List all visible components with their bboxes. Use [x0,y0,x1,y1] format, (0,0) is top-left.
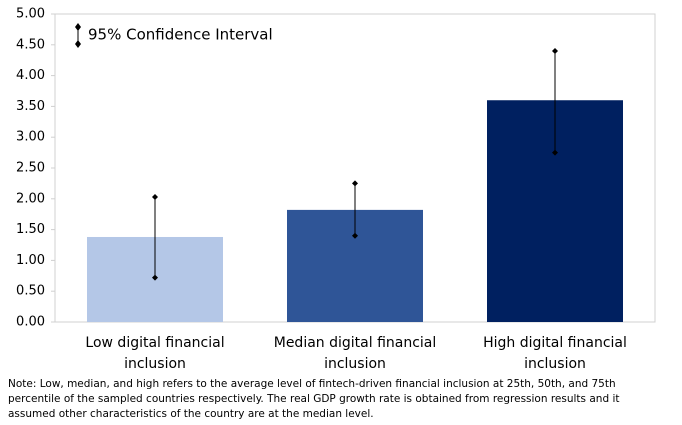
legend-label: 95% Confidence Interval [88,26,273,44]
y-tick-label: 1.00 [16,253,45,268]
error-bar-end [352,180,358,187]
legend-icon-ends [75,23,81,48]
y-tick-label: 0.00 [16,315,45,330]
x-tick-label: High digital financial inclusion [483,335,627,372]
error-bar-end [152,193,158,200]
x-tick-label: Low digital financial inclusion [85,335,224,372]
y-tick-label: 3.50 [16,99,45,114]
error-bar-end [552,149,558,156]
y-tick-label: 4.00 [16,68,45,83]
y-tick-label: 2.00 [16,191,45,206]
error-bar-end [552,47,558,54]
y-tick-label: 1.50 [16,222,45,237]
y-tick-label: 0.50 [16,284,45,299]
y-tick-label: 3.00 [16,130,45,145]
y-tick-label: 4.50 [16,37,45,52]
x-tick-label: Median digital financial inclusion [274,335,437,372]
chart: 95% Confidence Interval 0.00 0.50 1.00 1.50… [16,7,656,372]
note: Note: Low, median, and high refers to th… [8,378,620,420]
y-tick-label: 5.00 [16,7,45,22]
error-bar-end [352,232,358,239]
error-bar-end [152,274,158,281]
y-tick-label: 2.50 [16,161,45,176]
